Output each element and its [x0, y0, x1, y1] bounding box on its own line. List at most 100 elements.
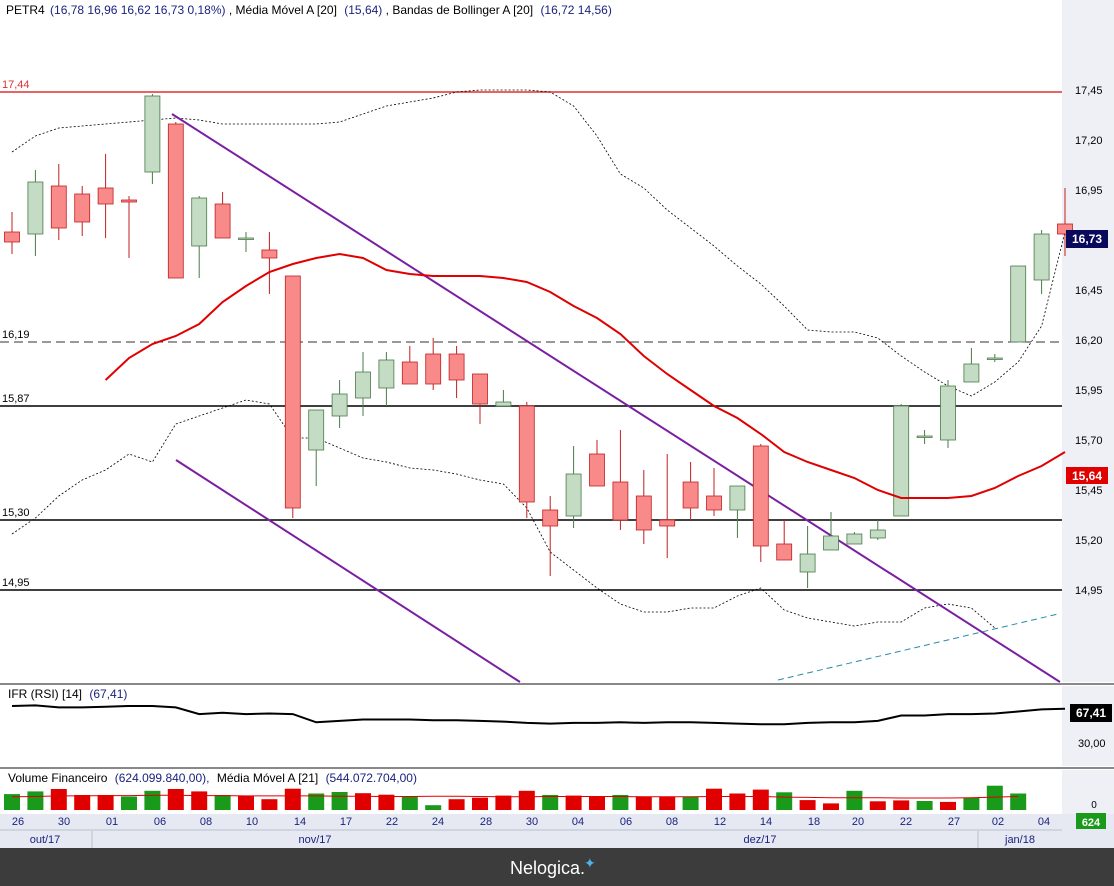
volume-axis: [1062, 770, 1114, 814]
ma-badge-text: 15,64: [1072, 469, 1102, 483]
volume-bar: [448, 799, 465, 810]
month-label: dez/17: [743, 834, 776, 846]
uptrend-dashed-line: [777, 613, 1059, 681]
candle: [776, 543, 793, 561]
volume-bar: [472, 797, 488, 810]
volume-bar: [799, 800, 816, 810]
candle: [823, 535, 839, 551]
volume-zero-label: 0: [1091, 800, 1097, 811]
rsi-value: (67,41): [89, 687, 127, 701]
x-tick-label: 22: [900, 816, 912, 828]
price-panel[interactable]: [0, 0, 1062, 682]
x-tick-label: 30: [58, 816, 70, 828]
y-tick-label: 14,95: [1075, 585, 1103, 597]
bollinger-lower: [11, 399, 996, 629]
x-tick-label: 20: [852, 816, 864, 828]
symbol: PETR4: [6, 3, 45, 17]
rsi-axis: [1062, 686, 1114, 766]
volume-bar: [191, 791, 208, 810]
volume-bar: [214, 795, 231, 810]
candle: [238, 237, 254, 240]
x-tick-label: 06: [154, 816, 166, 828]
volume-legend: Volume Financeiro (624.099.840,00), Médi…: [8, 771, 417, 785]
candle: [963, 363, 980, 383]
rsi-legend: IFR (RSI) [14] (67,41): [8, 687, 127, 701]
candle: [752, 445, 769, 547]
candle: [495, 401, 512, 407]
candle: [401, 361, 418, 385]
x-tick-label: 18: [808, 816, 820, 828]
volume-bar: [425, 805, 442, 810]
candle: [472, 373, 488, 405]
x-tick-label: 08: [200, 816, 212, 828]
candle: [121, 199, 137, 203]
volume-ma-value: (544.072.704,00): [326, 771, 417, 785]
month-label: jan/18: [1004, 834, 1035, 846]
chart[interactable]: 17,44 16,19 15,87 15,30 14,95 17,45 17,20 16,9…: [0, 0, 1114, 848]
candle: [4, 231, 20, 243]
candle: [1010, 265, 1027, 343]
volume-bar: [495, 795, 512, 810]
y-tick-label: 16,20: [1075, 335, 1103, 347]
volume-bar: [261, 799, 278, 810]
candle: [986, 357, 1003, 360]
candle: [97, 187, 114, 205]
volume-bar: [986, 785, 1003, 810]
x-tick-label: 22: [386, 816, 398, 828]
y-tick-label: 17,45: [1075, 85, 1103, 97]
time-axis: [0, 814, 1114, 848]
nelogica-logo: Nelogica.: [510, 858, 586, 878]
y-tick-label: 15,20: [1075, 535, 1103, 547]
header-legend: PETR4 (16,78 16,96 16,62 16,73 0,18%) , …: [6, 3, 612, 17]
volume-bar: [612, 795, 629, 810]
volume-badge-text: 624: [1082, 817, 1101, 829]
volume-bar: [1010, 793, 1027, 810]
volume-bar: [823, 803, 839, 810]
volume-bar: [776, 792, 793, 810]
candle: [448, 353, 465, 381]
ma-label: Média Móvel A [20]: [236, 3, 337, 17]
rsi-level-label: 30,00: [1078, 738, 1106, 750]
volume-bar: [916, 801, 933, 810]
volume-ma-label: Média Móvel A [21]: [217, 771, 318, 785]
volume-bar: [378, 794, 395, 810]
month-label: out/17: [30, 834, 61, 846]
x-tick-label: 02: [992, 816, 1004, 828]
volume-bar: [752, 789, 769, 810]
candle: [635, 495, 652, 531]
candle: [659, 519, 676, 527]
volume-bar: [940, 801, 956, 810]
candle: [916, 435, 933, 438]
trend-lines: [171, 113, 1061, 683]
candle: [355, 371, 371, 399]
volume-bar: [518, 790, 535, 810]
volume-bar: [565, 795, 582, 810]
footer-bar: Nelogica. ✦: [0, 848, 1114, 886]
candle: [729, 485, 746, 511]
bollinger-upper: [11, 89, 1066, 397]
x-tick-label: 26: [12, 816, 24, 828]
volume-bar: [963, 798, 980, 810]
candle: [167, 123, 184, 279]
candle: [50, 185, 67, 229]
nelogica-mark-icon: ✦: [584, 855, 596, 871]
level-label: 17,44: [2, 79, 30, 91]
x-tick-label: 14: [294, 816, 306, 828]
volume-bar: [682, 796, 699, 810]
month-label: nov/17: [298, 834, 331, 846]
volume-bar: [729, 793, 746, 810]
x-tick-label: 04: [1038, 816, 1050, 828]
volume-value: (624.099.840,00),: [115, 771, 210, 785]
rsi-badge: [1070, 704, 1112, 722]
volume-bar: [50, 789, 67, 810]
volume-bar: [846, 790, 863, 810]
y-tick-label: 15,95: [1075, 385, 1103, 397]
ohlc-values: (16,78 16,96 16,62 16,73 0,18%): [50, 3, 225, 17]
candle: [27, 181, 44, 235]
price-axis: [1062, 0, 1114, 682]
candle: [144, 95, 161, 173]
y-tick-label: 17,20: [1075, 135, 1103, 147]
bb-value: (16,72 14,56): [540, 3, 611, 17]
volume-bar: [4, 794, 20, 810]
rsi-badge-text: 67,41: [1076, 706, 1106, 720]
